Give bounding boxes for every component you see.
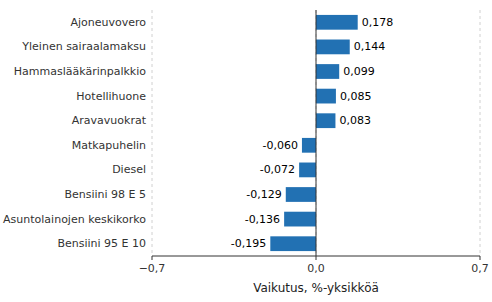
x-tick <box>152 256 153 260</box>
bar <box>316 64 339 79</box>
data-label: -0,129 <box>246 188 281 201</box>
data-label: 0,085 <box>340 90 372 103</box>
zero-line <box>316 10 317 256</box>
data-label: -0,195 <box>231 237 266 250</box>
bar <box>302 138 316 153</box>
data-labels: -0,195 -0,136 -0,129 -0,072 -0,060 0,083 0,085… <box>231 16 393 250</box>
x-tick <box>480 256 481 260</box>
category-label: Ajoneuvovero <box>70 16 146 29</box>
x-tick-label: −0,7 <box>139 262 166 275</box>
category-label: Diesel <box>112 163 146 176</box>
bar <box>284 212 316 227</box>
x-tick-label: 0,7 <box>471 262 489 275</box>
x-tick <box>316 256 317 260</box>
category-label: Bensiini 98 E 5 <box>64 188 146 201</box>
bar <box>270 236 316 251</box>
grid-line <box>316 10 317 256</box>
x-ticks: −0,7 0,0 0,7 <box>139 256 489 275</box>
bar <box>316 15 358 30</box>
category-label: Aravavuokrat <box>72 114 147 127</box>
grid-line <box>152 10 153 256</box>
y-tick-labels: Bensiini 95 E 10 Asuntolainojen keskikork… <box>3 16 147 250</box>
data-label: 0,178 <box>362 16 394 29</box>
data-label: -0,136 <box>245 213 280 226</box>
grid <box>152 10 480 256</box>
chart-svg: −0,7 0,0 0,7 Vaikutus, %-yksikköä Bensiini 9… <box>0 0 492 302</box>
category-label: Hotellihuone <box>76 90 146 103</box>
x-tick-label: 0,0 <box>307 262 325 275</box>
grid-line <box>480 10 481 256</box>
bar <box>299 163 316 178</box>
bar <box>316 113 335 128</box>
data-label: 0,099 <box>343 65 375 78</box>
data-label: 0,083 <box>339 114 371 127</box>
data-label: 0,144 <box>354 40 386 53</box>
x-axis-label: Vaikutus, %-yksikköä <box>253 281 379 295</box>
data-label: -0,060 <box>262 139 297 152</box>
category-label: Hammaslääkärinpalkkio <box>14 65 146 78</box>
bar <box>316 89 336 104</box>
bar <box>316 40 350 55</box>
category-label: Bensiini 95 E 10 <box>57 237 146 250</box>
category-label: Matkapuhelin <box>72 139 146 152</box>
bar <box>286 187 316 202</box>
chart-container: −0,7 0,0 0,7 Vaikutus, %-yksikköä Bensiini 9… <box>0 0 492 302</box>
category-label: Asuntolainojen keskikorko <box>3 213 146 226</box>
data-label: -0,072 <box>260 163 295 176</box>
category-label: Yleinen sairaalamaksu <box>21 40 146 53</box>
bars <box>270 15 357 251</box>
